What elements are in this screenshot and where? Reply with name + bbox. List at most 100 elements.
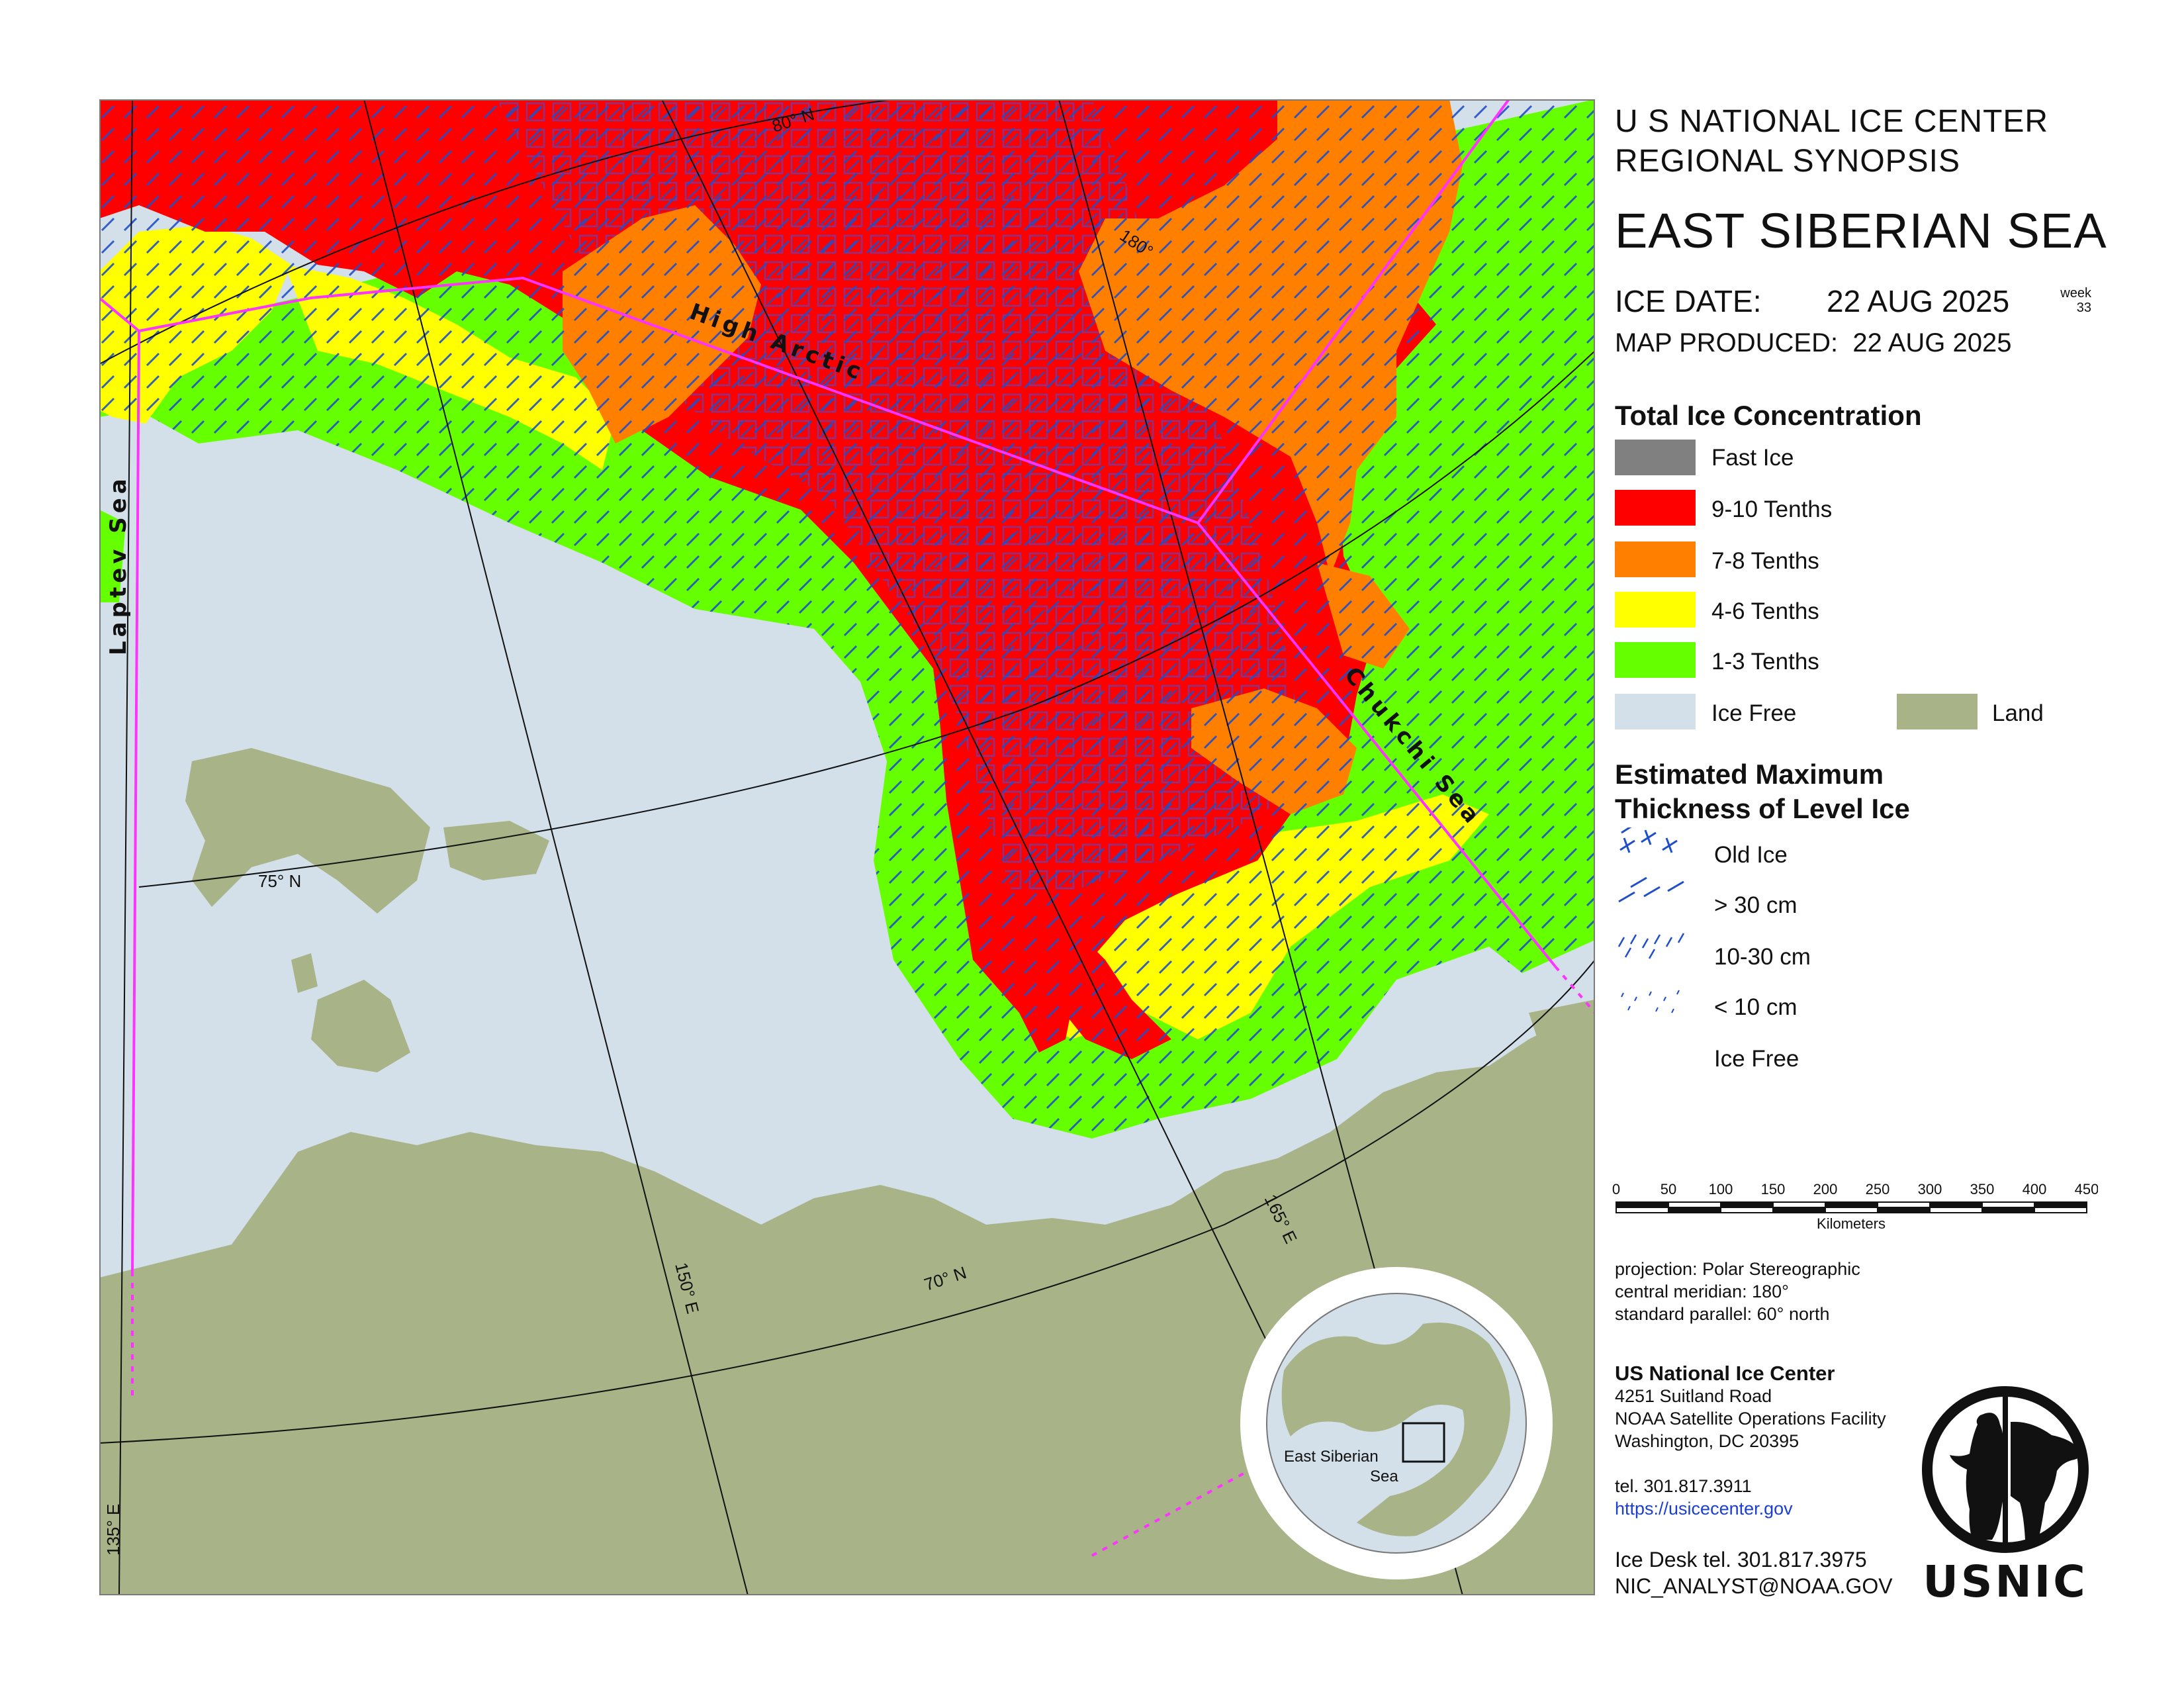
boundary-high-arctic — [99, 276, 1199, 524]
scale-bar: 0 50 100 150 200 250 300 350 400 450 Kil… — [1612, 1181, 2098, 1232]
map-produced-label: MAP PRODUCED: — [1615, 328, 1839, 357]
symbol-old-ice-crosses — [1619, 827, 1678, 853]
boundary-chukchi — [1197, 522, 1557, 968]
scale-tick-400: 400 — [2023, 1181, 2047, 1197]
legend-swatch-fast-ice — [1615, 440, 1696, 475]
week-indicator: week 33 — [2052, 286, 2091, 315]
map-produced: MAP PRODUCED: 22 AUG 2025 — [1615, 328, 2012, 358]
boundary-north — [1197, 99, 1510, 524]
address-line1: 4251 Suitland Road — [1615, 1386, 1772, 1406]
legend-thickness-title-line1: Estimated Maximum — [1615, 759, 1884, 790]
scale-tick-150: 150 — [1761, 1181, 1786, 1197]
scale-unit: Kilometers — [1817, 1215, 1886, 1232]
legend-thickness-title-line2: Thickness of Level Ice — [1615, 793, 1910, 824]
parallel-70n — [99, 959, 1595, 1444]
label-laptev-sea: Laptev Sea — [105, 475, 132, 655]
symbol-under-10cm-dots — [1621, 990, 1680, 1013]
label-lat-75: 75° N — [258, 871, 301, 891]
thickness-label-over-30cm: > 30 cm — [1714, 892, 1797, 918]
legend-swatch-9-10 — [1615, 490, 1696, 526]
week-label: week — [2060, 286, 2091, 301]
land-bolshoy-lyakhovsky — [311, 980, 410, 1072]
thickness-label-10-30cm: 10-30 cm — [1714, 944, 1811, 970]
ice-desk-email: NIC_ANALYST@NOAA.GOV — [1615, 1574, 1893, 1598]
boundary-east-dashed — [1554, 965, 1595, 1014]
land-island-kotelny-east — [443, 821, 549, 880]
land-new-siberian-islands — [185, 748, 430, 914]
address-block: US National Ice Center 4251 Suitland Roa… — [1615, 1362, 1886, 1520]
thickness-label-ice-free: Ice Free — [1714, 1046, 1799, 1072]
scale-tick-300: 300 — [1918, 1181, 1942, 1197]
address-line3: Washington, DC 20395 — [1615, 1431, 1799, 1451]
land-small-island — [291, 953, 318, 993]
legend-label-1-3: 1-3 Tenths — [1711, 649, 1819, 675]
parallel-80n — [99, 99, 894, 365]
land-alaska-corner — [1529, 1000, 1595, 1066]
locator-label-line2: Sea — [1370, 1468, 1398, 1485]
projection-line3: standard parallel: 60° north — [1615, 1304, 1830, 1324]
legend-swatch-ice-free — [1615, 694, 1696, 729]
penguin-icon — [1950, 1413, 2005, 1540]
meridian-135e — [118, 99, 133, 1595]
ice-desk-contact: Ice Desk tel. 301.817.3975 NIC_ANALYST@N… — [1615, 1546, 1893, 1599]
projection-line1: projection: Polar Stereographic — [1615, 1259, 1860, 1279]
scale-tick-350: 350 — [1970, 1181, 1995, 1197]
label-lon-135: 135° E — [103, 1504, 123, 1556]
address-url-link[interactable]: https://usicecenter.gov — [1615, 1499, 1793, 1519]
legend-thickness-title: Estimated Maximum Thickness of Level Ice — [1615, 757, 1985, 826]
ice-region-1-3-tenths-west — [99, 510, 126, 602]
scale-tick-50: 50 — [1661, 1181, 1676, 1197]
polar-bear-icon — [2011, 1421, 2081, 1540]
map-produced-date: 22 AUG 2025 — [1852, 328, 2012, 357]
legend-swatch-1-3 — [1615, 642, 1696, 678]
symbol-over-30cm-dashes — [1618, 876, 1684, 903]
legend-swatch-land — [1897, 694, 1978, 729]
usnic-logo: USNIC — [1922, 1386, 2089, 1602]
week-number: 33 — [2076, 301, 2091, 315]
legend-concentration-title: Total Ice Concentration — [1615, 400, 1922, 431]
parallel-75n — [138, 350, 1595, 888]
scale-tick-250: 250 — [1866, 1181, 1890, 1197]
logo-text: USNIC — [1923, 1556, 2087, 1602]
ice-date-value: 22 AUG 2025 — [1827, 284, 2010, 318]
projection-info: projection: Polar Stereographic central … — [1615, 1258, 1860, 1325]
land-siberia-mainland — [99, 1019, 1595, 1595]
legend-swatch-4-6 — [1615, 592, 1696, 628]
legend-label-land: Land — [1992, 700, 2044, 726]
projection-line2: central meridian: 180° — [1615, 1282, 1789, 1301]
locator-globe-land — [1281, 1323, 1510, 1536]
legend-label-9-10: 9-10 Tenths — [1711, 496, 1833, 522]
scale-tick-200: 200 — [1813, 1181, 1838, 1197]
agency-title: U S NATIONAL ICE CENTER REGIONAL SYNOPSI… — [1615, 102, 2048, 181]
legend-label-ice-free: Ice Free — [1711, 700, 1797, 726]
ice-desk-tel: Ice Desk tel. 301.817.3975 — [1615, 1548, 1867, 1571]
address-tel: tel. 301.817.3911 — [1615, 1476, 1752, 1496]
ice-chart-map: 80° N 180° 75° N 70° N 165° E 150° E 135… — [99, 99, 1595, 1595]
thickness-symbols — [1617, 827, 1685, 1013]
locator-label-line1: East Siberian — [1284, 1448, 1379, 1466]
locator-inset: East Siberian Sea — [1240, 1267, 1553, 1579]
thickness-label-under-10cm: < 10 cm — [1714, 994, 1797, 1020]
meridian-165e — [661, 99, 1291, 1391]
thickness-over-30cm-pattern — [99, 99, 1595, 1139]
meridian-150e — [363, 99, 749, 1595]
legend-label-4-6: 4-6 Tenths — [1711, 598, 1819, 624]
ice-date-label: ICE DATE: — [1615, 284, 1762, 318]
map-frame — [99, 99, 1595, 1595]
agency-line2: REGIONAL SYNOPSIS — [1615, 144, 1961, 179]
boundary-laptev — [131, 330, 140, 1272]
legend-label-fast-ice: Fast Ice — [1711, 445, 1794, 471]
address-line2: NOAA Satellite Operations Facility — [1615, 1409, 1886, 1429]
legend-swatch-7-8 — [1615, 541, 1696, 577]
legend-label-7-8: 7-8 Tenths — [1711, 548, 1819, 574]
locator-box — [1402, 1422, 1445, 1463]
scale-tick-450: 450 — [2075, 1181, 2098, 1197]
address-org: US National Ice Center — [1615, 1362, 1835, 1385]
graticule — [99, 99, 1595, 1595]
region-boundaries — [99, 99, 1595, 1557]
symbol-10-30cm-dashes — [1617, 933, 1685, 959]
region-title: EAST SIBERIAN SEA — [1615, 203, 2107, 258]
thickness-label-old-ice: Old Ice — [1714, 842, 1788, 868]
scale-tick-0: 0 — [1612, 1181, 1620, 1197]
scale-tick-100: 100 — [1709, 1181, 1733, 1197]
